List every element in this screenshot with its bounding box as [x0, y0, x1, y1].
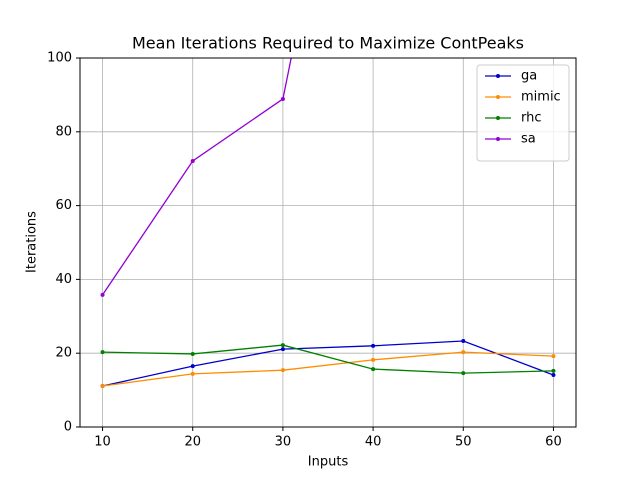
- x-tick-label: 10: [94, 435, 111, 450]
- legend-marker: [496, 74, 500, 78]
- data-point: [371, 357, 376, 362]
- y-tick-label: 40: [55, 272, 72, 287]
- x-axis-label: Inputs: [308, 455, 349, 470]
- series-line: [102, 351, 554, 387]
- data-point: [280, 368, 285, 373]
- series-line: [102, 344, 554, 374]
- chart-title: Mean Iterations Required to Maximize Con…: [132, 34, 524, 53]
- x-tick-label: 20: [184, 435, 201, 450]
- x-tick-label: 30: [275, 435, 292, 450]
- plot-area: [100, 58, 556, 389]
- y-tick-label: 60: [55, 198, 72, 213]
- data-point: [100, 384, 105, 389]
- x-tick-label: 40: [365, 435, 382, 450]
- legend-label: rhc: [521, 111, 542, 126]
- data-point: [190, 158, 195, 163]
- series-line: [102, 340, 554, 387]
- data-point: [461, 350, 466, 355]
- data-point: [371, 343, 376, 348]
- y-axis-label: Iterations: [25, 211, 40, 273]
- legend: ga mimic rhc sa: [476, 64, 570, 162]
- data-point: [551, 354, 556, 359]
- legend-label: sa: [521, 132, 536, 147]
- data-point: [190, 371, 195, 376]
- data-point: [280, 347, 285, 352]
- x-tick-label: 60: [545, 435, 562, 450]
- data-point: [461, 339, 466, 344]
- data-point: [551, 372, 556, 377]
- series-line: [102, 58, 292, 296]
- data-point: [280, 96, 285, 101]
- data-point: [280, 343, 285, 348]
- data-point: [190, 351, 195, 356]
- data-point: [190, 364, 195, 369]
- y-tick-label: 0: [64, 420, 72, 435]
- legend-label: ga: [521, 69, 537, 84]
- legend-marker: [496, 95, 500, 99]
- plot-frame: [79, 57, 577, 428]
- x-tick-label: 50: [455, 435, 472, 450]
- data-point: [551, 368, 556, 373]
- data-point: [100, 350, 105, 355]
- legend-frame: [476, 64, 570, 162]
- legend-label: mimic: [521, 90, 561, 105]
- legend-marker: [496, 137, 500, 141]
- y-tick-label: 20: [55, 346, 72, 361]
- y-tick-label: 80: [55, 124, 72, 139]
- y-tick-label: 100: [47, 51, 72, 66]
- data-point: [100, 292, 105, 297]
- data-point: [371, 367, 376, 372]
- legend-marker: [496, 116, 500, 120]
- data-point: [461, 371, 466, 376]
